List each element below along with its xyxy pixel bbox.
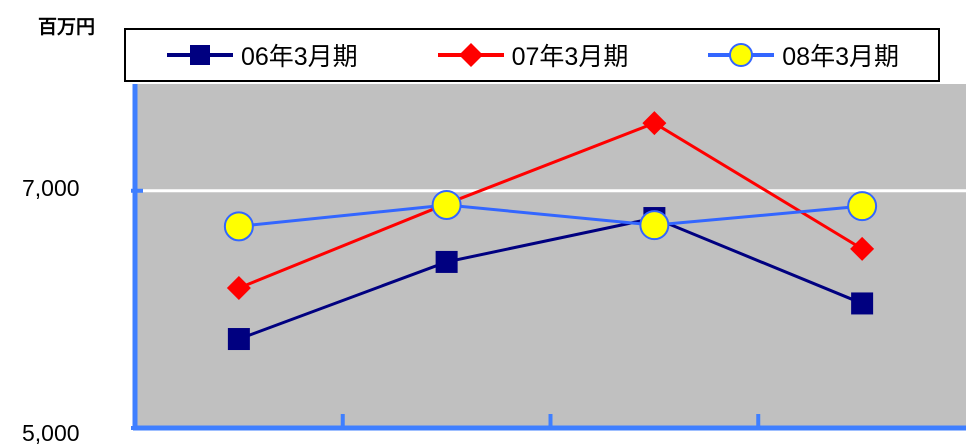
series-2-point-1 xyxy=(431,189,462,220)
legend-label-07: 07年3月期 xyxy=(511,43,629,71)
series-1-point-2 xyxy=(642,111,667,136)
legend-label-06: 06年3月期 xyxy=(240,43,358,71)
series-line-1 xyxy=(238,121,863,290)
legend: 06年3月期 07年3月期 08年3月期 xyxy=(124,28,940,82)
legend-item-07: 07年3月期 xyxy=(436,37,629,73)
legend-swatch-08 xyxy=(708,43,775,67)
series-0-point-0 xyxy=(227,328,250,351)
series-0-point-3 xyxy=(851,292,874,315)
series-2-point-2 xyxy=(639,210,670,241)
series-line-2 xyxy=(238,203,863,228)
series-2-point-3 xyxy=(847,191,878,222)
plot-background xyxy=(135,84,966,428)
legend-item-08: 08年3月期 xyxy=(706,37,899,73)
series-line-0 xyxy=(238,216,863,341)
legend-item-06: 06年3月期 xyxy=(165,37,358,73)
series-0-point-1 xyxy=(435,250,458,273)
series-1-point-0 xyxy=(226,276,251,301)
y-tick-label-7000: 7,000 xyxy=(22,174,80,201)
series-1-point-3 xyxy=(850,236,875,261)
legend-swatch-07 xyxy=(437,43,504,67)
legend-swatch-06 xyxy=(166,45,233,65)
legend-label-08: 08年3月期 xyxy=(782,43,899,71)
series-2-point-0 xyxy=(223,211,254,242)
y-tick-label-5000: 5,000 xyxy=(22,420,80,446)
y-unit-label: 百万円 xyxy=(38,17,96,38)
